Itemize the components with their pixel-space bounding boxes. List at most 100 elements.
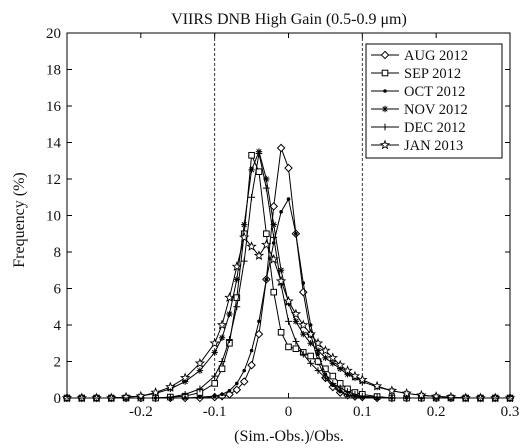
data-point <box>445 391 457 402</box>
data-point <box>329 360 336 367</box>
data-point <box>247 360 256 370</box>
data-point <box>292 318 300 325</box>
legend-label: AUG 2012 <box>404 48 468 64</box>
data-point <box>227 388 232 393</box>
x-tick-label: -0.2 <box>129 404 153 420</box>
data-point <box>285 317 292 325</box>
y-tick-label: 8 <box>54 245 62 261</box>
x-tick-label: 0.1 <box>353 404 372 420</box>
legend-marker <box>381 123 389 131</box>
data-point <box>342 365 353 376</box>
data-point <box>218 358 226 365</box>
legend-item: SEP 2012 <box>371 66 461 82</box>
data-point <box>322 374 329 382</box>
data-point <box>329 372 337 380</box>
data-point <box>373 393 381 401</box>
data-point <box>316 352 320 357</box>
legend-marker <box>383 89 387 93</box>
y-axis-label: Frequency (%) <box>11 172 28 268</box>
data-point <box>218 365 226 373</box>
data-point <box>290 308 302 319</box>
legend-label: SEP 2012 <box>404 66 461 82</box>
data-point <box>209 337 220 348</box>
data-point <box>248 166 255 174</box>
y-tick-label: 12 <box>46 172 61 188</box>
data-point <box>275 275 287 286</box>
reference-lines <box>214 33 363 398</box>
data-point <box>349 370 361 381</box>
x-tick-label: -0.1 <box>203 404 227 420</box>
data-point <box>226 336 233 343</box>
legend-item: DEC 2012 <box>371 120 466 136</box>
data-point <box>231 261 242 272</box>
y-tick-label: 6 <box>54 282 62 298</box>
y-tick-label: 2 <box>54 355 62 371</box>
legend-item: JAN 2013 <box>371 138 463 154</box>
data-point <box>312 337 324 348</box>
data-point <box>264 277 269 282</box>
x-tick-label: 0 <box>285 404 293 420</box>
y-tick-label: 16 <box>46 99 62 115</box>
data-point <box>351 390 359 398</box>
x-axis-label: (Sim.-Obs.)/Obs. <box>234 428 344 445</box>
legend-label: OCT 2012 <box>404 84 465 100</box>
data-point <box>233 294 241 301</box>
data-point <box>239 231 250 242</box>
data-point <box>314 367 322 375</box>
data-point <box>235 381 239 386</box>
legend-marker <box>379 139 391 150</box>
data-point <box>322 365 329 373</box>
data-point <box>212 394 217 398</box>
data-point <box>220 392 224 397</box>
legend-marker <box>380 50 390 60</box>
data-point <box>194 357 206 368</box>
legend-label: JAN 2013 <box>404 138 463 154</box>
data-point <box>277 329 285 336</box>
data-point <box>283 295 294 306</box>
data-point <box>224 292 235 303</box>
data-point <box>257 319 261 324</box>
data-point <box>211 380 218 387</box>
legend: AUG 2012 SEP 2012 OCT 2012 NOV 2012 DEC 2012… <box>365 43 503 159</box>
data-point <box>255 150 263 157</box>
data-point <box>371 380 383 391</box>
data-point <box>307 340 314 347</box>
y-tick-label: 0 <box>54 391 62 407</box>
data-point <box>328 382 338 392</box>
data-point <box>179 372 191 383</box>
data-point <box>416 389 427 400</box>
data-point <box>344 388 351 396</box>
data-point <box>248 151 255 159</box>
data-point <box>300 330 307 338</box>
data-point <box>307 352 314 360</box>
data-point <box>285 343 292 351</box>
data-point <box>270 234 278 241</box>
data-point <box>254 329 264 339</box>
data-point <box>211 349 218 356</box>
data-point <box>286 197 291 201</box>
legend-item: OCT 2012 <box>371 84 465 100</box>
x-tick-label: 0.3 <box>501 404 520 420</box>
data-point <box>338 389 342 394</box>
y-tick-label: 20 <box>46 26 61 42</box>
data-point <box>233 303 241 311</box>
data-point <box>253 250 265 261</box>
legend-item: AUG 2012 <box>371 48 468 64</box>
legend-marker <box>381 69 389 77</box>
data-point <box>345 393 350 398</box>
data-point <box>268 253 279 264</box>
y-tick-label: 14 <box>46 136 62 152</box>
data-point <box>240 257 248 265</box>
data-point <box>233 276 241 283</box>
data-point <box>386 385 398 396</box>
data-point <box>262 184 270 192</box>
data-point <box>305 328 316 339</box>
data-point <box>269 202 279 211</box>
data-point <box>335 359 346 370</box>
chart-title: VIIRS DNB High Gain (0.5-0.9 μm) <box>171 11 407 28</box>
data-point <box>336 384 344 392</box>
data-point <box>255 168 263 175</box>
data-point <box>166 393 174 401</box>
legend-label: NOV 2012 <box>404 102 468 118</box>
